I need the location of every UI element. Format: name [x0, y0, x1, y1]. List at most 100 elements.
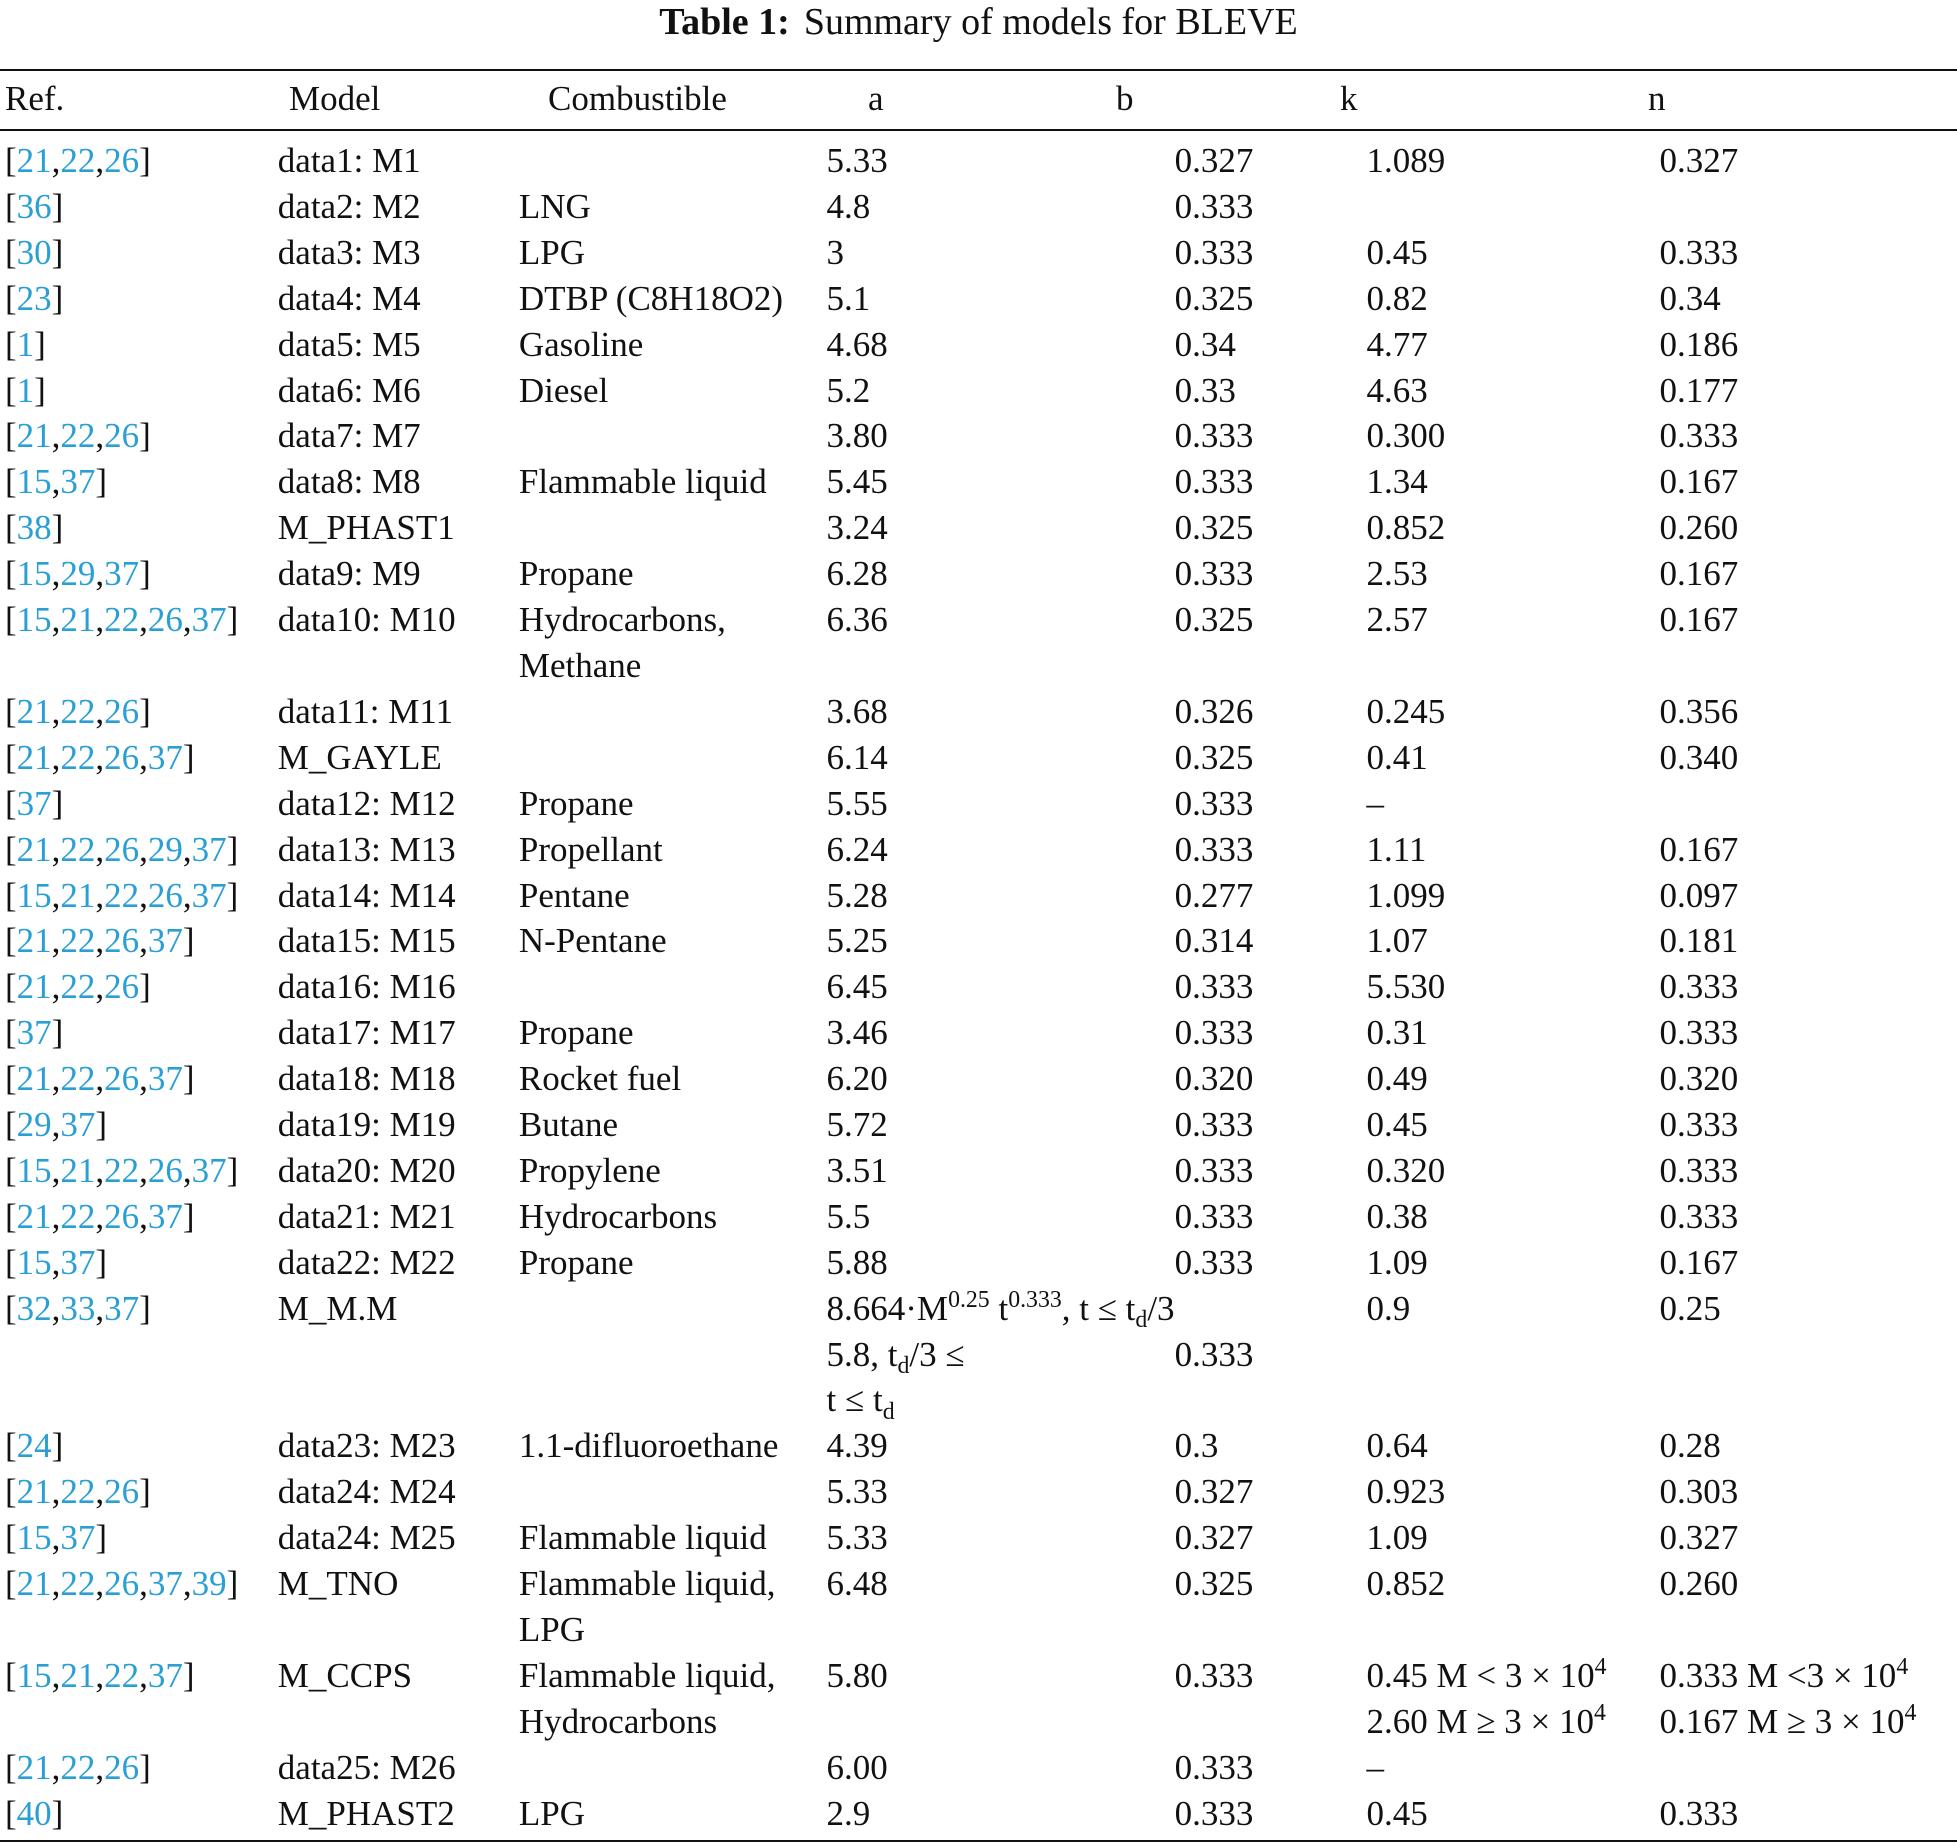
reference-link[interactable]: 26 [104, 416, 140, 456]
reference-link[interactable]: 30 [16, 232, 52, 272]
reference-link[interactable]: 26 [104, 1472, 140, 1512]
reference-link[interactable]: 26 [147, 600, 183, 640]
table-cell: 6.00 [826, 1747, 888, 1787]
reference-link[interactable]: 21 [16, 1059, 52, 1099]
reference-link[interactable]: 37 [60, 1518, 96, 1558]
reference-link[interactable]: 37 [60, 1242, 96, 1282]
reference-link[interactable]: 37 [104, 554, 140, 594]
reference-link[interactable]: 26 [104, 691, 140, 731]
table-cell: 0.097 [1659, 875, 1739, 915]
reference-link[interactable]: 37 [60, 462, 96, 502]
reference-link[interactable]: 22 [60, 1059, 96, 1099]
reference-link[interactable]: 26 [147, 1150, 183, 1190]
reference-link[interactable]: 37 [191, 600, 227, 640]
reference-link[interactable]: 29 [147, 829, 183, 869]
reference-link[interactable]: 26 [104, 1059, 140, 1099]
reference-link[interactable]: 37 [16, 783, 52, 823]
reference-link[interactable]: 37 [191, 1150, 227, 1190]
reference-link[interactable]: 21 [16, 921, 52, 961]
reference-link[interactable]: 22 [60, 967, 96, 1007]
reference-link[interactable]: 21 [16, 141, 52, 180]
reference-link[interactable]: 24 [16, 1426, 52, 1466]
table-cell: 0.327 [1174, 1472, 1254, 1512]
reference-link[interactable]: 22 [60, 1472, 96, 1512]
table-cell: 0.49 [1366, 1059, 1428, 1099]
reference-link[interactable]: 26 [104, 737, 140, 777]
reference-link[interactable]: 38 [16, 508, 52, 548]
reference-link[interactable]: 26 [104, 967, 140, 1007]
reference-link[interactable]: 37 [147, 1655, 183, 1695]
reference-link[interactable]: 1 [16, 324, 35, 364]
text-segment: , [95, 1059, 105, 1099]
reference-link[interactable]: 21 [16, 416, 52, 456]
reference-link[interactable]: 15 [16, 1150, 52, 1190]
reference-link[interactable]: 36 [16, 186, 52, 226]
reference-link[interactable]: 29 [60, 554, 96, 594]
reference-link[interactable]: 15 [16, 1242, 52, 1282]
reference-link[interactable]: 15 [16, 600, 52, 640]
reference-link[interactable]: 22 [104, 600, 140, 640]
reference-link[interactable]: 26 [104, 829, 140, 869]
reference-link[interactable]: 37 [104, 1288, 140, 1328]
reference-link[interactable]: 21 [16, 737, 52, 777]
reference-link[interactable]: 22 [60, 416, 96, 456]
reference-link[interactable]: 22 [60, 1747, 96, 1787]
reference-link[interactable]: 37 [147, 1196, 183, 1236]
reference-link[interactable]: 21 [60, 875, 96, 915]
reference-link[interactable]: 22 [104, 1655, 140, 1695]
reference-link[interactable]: 22 [104, 1150, 140, 1190]
reference-link[interactable]: 21 [16, 967, 52, 1007]
reference-link[interactable]: 26 [104, 141, 140, 180]
reference-link[interactable]: 33 [60, 1288, 96, 1328]
reference-link[interactable]: 39 [191, 1564, 227, 1604]
reference-link[interactable]: 22 [60, 1196, 96, 1236]
reference-link[interactable]: 37 [147, 1059, 183, 1099]
reference-link[interactable]: 23 [16, 278, 52, 318]
reference-link[interactable]: 15 [16, 462, 52, 502]
reference-link[interactable]: 21 [60, 600, 96, 640]
reference-link[interactable]: 37 [147, 737, 183, 777]
reference-link[interactable]: 22 [60, 829, 96, 869]
reference-link[interactable]: 22 [60, 141, 96, 180]
reference-link[interactable]: 26 [147, 875, 183, 915]
reference-link[interactable]: 21 [16, 829, 52, 869]
reference-link[interactable]: 15 [16, 1518, 52, 1558]
reference-link[interactable]: 21 [60, 1150, 96, 1190]
reference-link[interactable]: 37 [147, 1564, 183, 1604]
reference-link[interactable]: 26 [104, 1747, 140, 1787]
reference-link[interactable]: 1 [16, 370, 35, 410]
reference-link[interactable]: 22 [60, 1564, 96, 1604]
reference-link[interactable]: 37 [191, 829, 227, 869]
reference-link[interactable]: 26 [104, 1196, 140, 1236]
reference-link[interactable]: 22 [60, 737, 96, 777]
table-row: [21,22,26,29,37] data13: M13 Propellant 6.2… [5, 827, 1957, 873]
reference-link[interactable]: 15 [16, 1655, 52, 1695]
table-cell: M_M.M [277, 1288, 398, 1328]
reference-link[interactable]: 37 [60, 1105, 96, 1145]
reference-link[interactable]: 29 [16, 1105, 52, 1145]
reference-link[interactable]: 26 [104, 1564, 140, 1604]
reference-link[interactable]: 37 [191, 875, 227, 915]
table-cell: 6.14 [826, 737, 888, 777]
text-segment: , [95, 1150, 105, 1190]
reference-link[interactable]: 26 [104, 921, 140, 961]
reference-link[interactable]: 21 [16, 1472, 52, 1512]
reference-link[interactable]: 15 [16, 554, 52, 594]
reference-link[interactable]: 21 [16, 691, 52, 731]
reference-link[interactable]: 21 [16, 1747, 52, 1787]
reference-link[interactable]: 21 [16, 1196, 52, 1236]
reference-link[interactable]: 22 [60, 691, 96, 731]
reference-link[interactable]: 15 [16, 875, 52, 915]
reference-link[interactable]: 22 [60, 921, 96, 961]
reference-link[interactable]: 21 [16, 1564, 52, 1604]
reference-link[interactable]: 21 [60, 1655, 96, 1695]
reference-link[interactable]: 32 [16, 1288, 52, 1328]
table-cell: [30] [5, 230, 278, 276]
reference-link[interactable]: 22 [104, 875, 140, 915]
reference-link[interactable]: 40 [16, 1793, 52, 1833]
empty-cell [519, 138, 827, 184]
table-cell: data23: M23 [277, 1426, 456, 1466]
reference-link[interactable]: 37 [16, 1013, 52, 1053]
table-cell: 8.664·M0.25 t0.333, t ≤ td/3 5.8, td/3 ≤… [827, 1286, 1175, 1424]
reference-link[interactable]: 37 [147, 921, 183, 961]
